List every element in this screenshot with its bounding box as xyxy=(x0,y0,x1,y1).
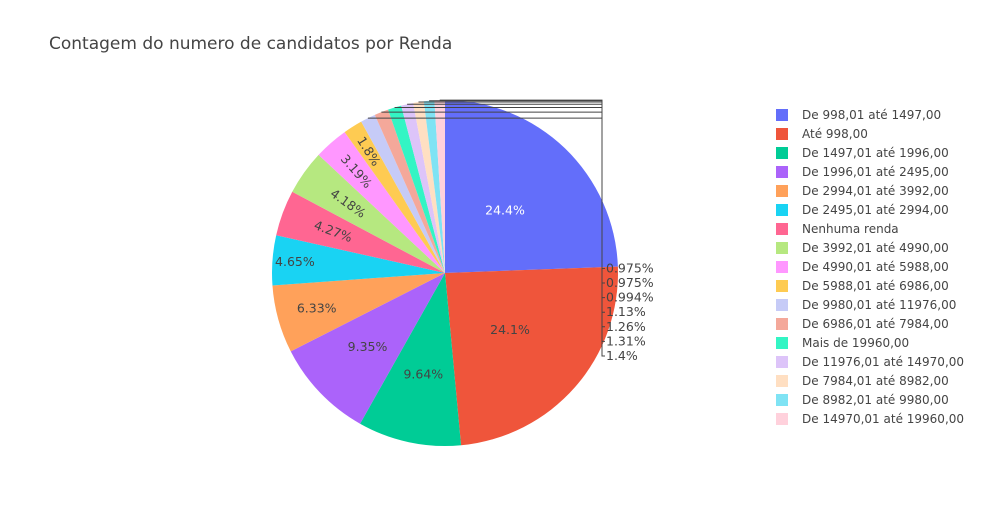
slice-label: 9.64% xyxy=(403,367,443,382)
legend-swatch xyxy=(776,127,788,140)
legend-swatch xyxy=(776,203,788,216)
slice-label: 1.31% xyxy=(606,333,646,348)
legend-item[interactable]: De 6986,01 até 7984,00 xyxy=(776,314,964,333)
legend-swatch xyxy=(776,412,788,425)
legend-label: De 14970,01 até 19960,00 xyxy=(802,411,965,426)
chart-title: Contagem do numero de candidatos por Ren… xyxy=(49,34,453,54)
pie-slice[interactable] xyxy=(344,121,445,274)
legend-item[interactable]: Até 998,00 xyxy=(776,124,964,143)
legend-item[interactable]: De 5988,01 até 6986,00 xyxy=(776,276,964,295)
legend-label: De 2994,01 até 3992,00 xyxy=(802,183,949,198)
pie-slice[interactable] xyxy=(423,100,445,273)
legend-item[interactable]: De 3992,01 até 4990,00 xyxy=(776,238,964,257)
legend-swatch xyxy=(776,336,788,349)
pie-slice[interactable] xyxy=(276,191,445,273)
pie-slice[interactable] xyxy=(272,235,445,286)
legend-label: De 2495,01 até 2994,00 xyxy=(802,202,949,217)
legend-label: Até 998,00 xyxy=(802,126,868,141)
pie-slice[interactable] xyxy=(292,154,445,273)
legend-item[interactable]: Mais de 19960,00 xyxy=(776,333,964,352)
legend-item[interactable]: De 14970,01 até 19960,00 xyxy=(776,409,964,428)
legend-swatch xyxy=(776,355,788,368)
slice-label: 24.4% xyxy=(485,203,525,218)
legend-label: De 1497,01 até 1996,00 xyxy=(802,145,949,160)
legend-swatch xyxy=(776,108,788,121)
slice-label: 1.13% xyxy=(606,304,646,319)
pie-slice[interactable] xyxy=(445,266,618,446)
legend-label: De 11976,01 até 14970,00 xyxy=(802,354,965,369)
legend-label: De 5988,01 até 6986,00 xyxy=(802,278,949,293)
legend-label: De 7984,01 até 8982,00 xyxy=(802,373,949,388)
legend-swatch xyxy=(776,241,788,254)
pie-slice[interactable] xyxy=(361,114,445,274)
legend-label: De 4990,01 até 5988,00 xyxy=(802,259,949,274)
legend-swatch xyxy=(776,317,788,330)
legend-swatch xyxy=(776,374,788,387)
legend-label: Nenhuma renda xyxy=(802,221,899,236)
slice-label: 9.35% xyxy=(348,339,388,354)
legend-label: De 998,01 até 1497,00 xyxy=(802,107,942,122)
pie-slice[interactable] xyxy=(401,102,445,273)
slice-label: 0.975% xyxy=(606,275,654,290)
legend-swatch xyxy=(776,298,788,311)
legend-item[interactable]: De 1497,01 até 1996,00 xyxy=(776,143,964,162)
legend-swatch xyxy=(776,184,788,197)
slice-label: 1.4% xyxy=(606,348,638,363)
legend-label: De 3992,01 até 4990,00 xyxy=(802,240,949,255)
pie-slice[interactable] xyxy=(360,273,462,446)
pie-slice[interactable] xyxy=(413,101,445,273)
legend-swatch xyxy=(776,279,788,292)
pie-slice[interactable] xyxy=(445,100,618,273)
legend-item[interactable]: De 1996,01 até 2495,00 xyxy=(776,162,964,181)
slice-label: 6.33% xyxy=(297,301,337,316)
legend-item[interactable]: Nenhuma renda xyxy=(776,219,964,238)
legend-label: Mais de 19960,00 xyxy=(802,335,910,350)
pie-slice[interactable] xyxy=(272,273,445,352)
legend-item[interactable]: De 2495,01 até 2994,00 xyxy=(776,200,964,219)
legend-label: De 6986,01 até 7984,00 xyxy=(802,316,949,331)
slice-label: 1.26% xyxy=(606,319,646,334)
legend-item[interactable]: De 2994,01 até 3992,00 xyxy=(776,181,964,200)
pie-slice[interactable] xyxy=(434,99,445,274)
leader-line xyxy=(439,99,605,269)
legend-swatch xyxy=(776,222,788,235)
legend-swatch xyxy=(776,393,788,406)
slice-label: 24.1% xyxy=(490,322,530,337)
legend-swatch xyxy=(776,260,788,273)
legend-item[interactable]: De 11976,01 até 14970,00 xyxy=(776,352,964,371)
slice-label: 4.65% xyxy=(275,254,315,269)
legend-swatch xyxy=(776,146,788,159)
legend: De 998,01 até 1497,00 Até 998,00 De 1497,0… xyxy=(776,105,964,428)
legend-item[interactable]: De 8982,01 até 9980,00 xyxy=(776,390,964,409)
legend-label: De 8982,01 até 9980,00 xyxy=(802,392,949,407)
slice-label: 0.994% xyxy=(606,290,654,305)
legend-item[interactable]: De 7984,01 até 8982,00 xyxy=(776,371,964,390)
slice-label: 0.975% xyxy=(606,260,654,275)
pie-slice[interactable] xyxy=(388,105,445,273)
pie-slice[interactable] xyxy=(318,132,445,273)
legend-swatch xyxy=(776,165,788,178)
pie-slice[interactable] xyxy=(374,109,445,273)
legend-label: De 9980,01 até 11976,00 xyxy=(802,297,957,312)
legend-item[interactable]: De 998,01 até 1497,00 xyxy=(776,105,964,124)
legend-item[interactable]: De 9980,01 até 11976,00 xyxy=(776,295,964,314)
legend-item[interactable]: De 4990,01 até 5988,00 xyxy=(776,257,964,276)
legend-label: De 1996,01 até 2495,00 xyxy=(802,164,949,179)
pie-slice[interactable] xyxy=(290,273,445,424)
